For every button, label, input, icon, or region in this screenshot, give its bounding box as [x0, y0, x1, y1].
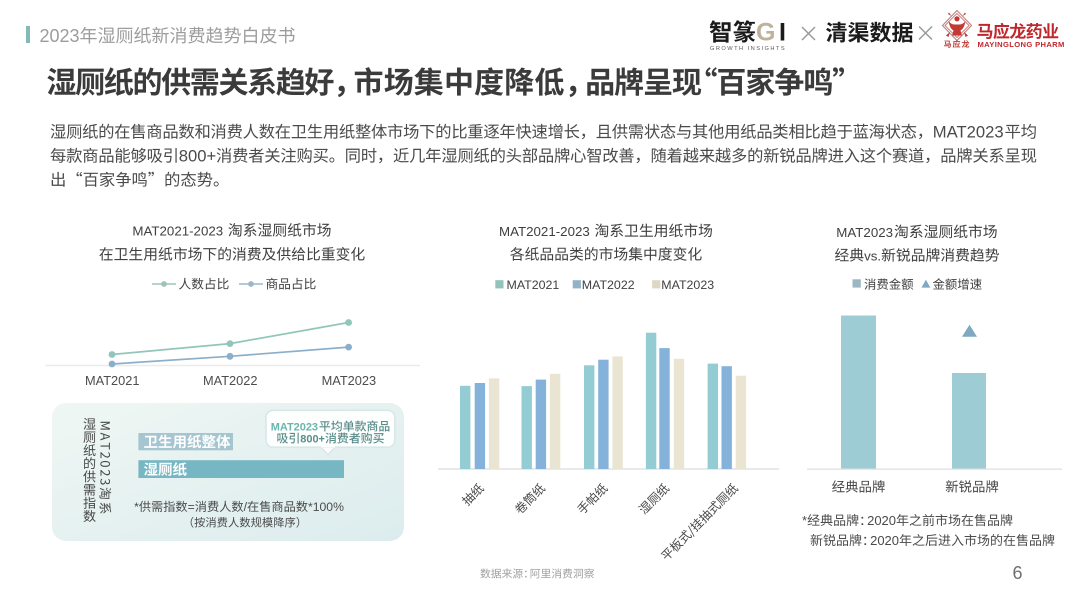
svg-text:MAYINGLONG PHARM: MAYINGLONG PHARM: [978, 40, 1065, 49]
svg-text:MAT2021: MAT2021: [85, 373, 140, 388]
svg-text:MAT2023: MAT2023: [322, 373, 377, 388]
svg-text:*: *: [802, 513, 807, 528]
svg-text:800+: 800+: [179, 147, 216, 166]
svg-text:2020: 2020: [867, 513, 896, 528]
svg-text:MAT2023: MAT2023: [271, 422, 318, 434]
svg-text:MAT2023: MAT2023: [661, 278, 714, 292]
svg-text:MAT2022: MAT2022: [582, 278, 635, 292]
svg-text:MAT2022: MAT2022: [203, 373, 258, 388]
svg-text:GROWTH INSIGHTS: GROWTH INSIGHTS: [710, 46, 786, 52]
svg-text:2023: 2023: [40, 26, 80, 46]
svg-text:*100%: *100%: [308, 500, 344, 514]
svg-text:vs.: vs.: [864, 249, 881, 264]
svg-text:I: I: [779, 19, 786, 47]
svg-text:MAT2021-2023: MAT2021-2023: [499, 224, 590, 239]
svg-text:MAT2023: MAT2023: [836, 225, 893, 240]
svg-text:=: =: [188, 500, 195, 514]
svg-text:G: G: [756, 19, 775, 47]
svg-text:MAT2021-2023: MAT2021-2023: [132, 224, 223, 239]
svg-text:*: *: [134, 500, 139, 514]
svg-text:2020: 2020: [870, 533, 899, 548]
svg-text:MAT2021: MAT2021: [507, 278, 560, 292]
svg-text:800+: 800+: [300, 434, 325, 446]
svg-text:/: /: [244, 500, 248, 514]
svg-text:MAT2023: MAT2023: [933, 123, 1004, 142]
svg-text:6: 6: [1013, 563, 1023, 583]
